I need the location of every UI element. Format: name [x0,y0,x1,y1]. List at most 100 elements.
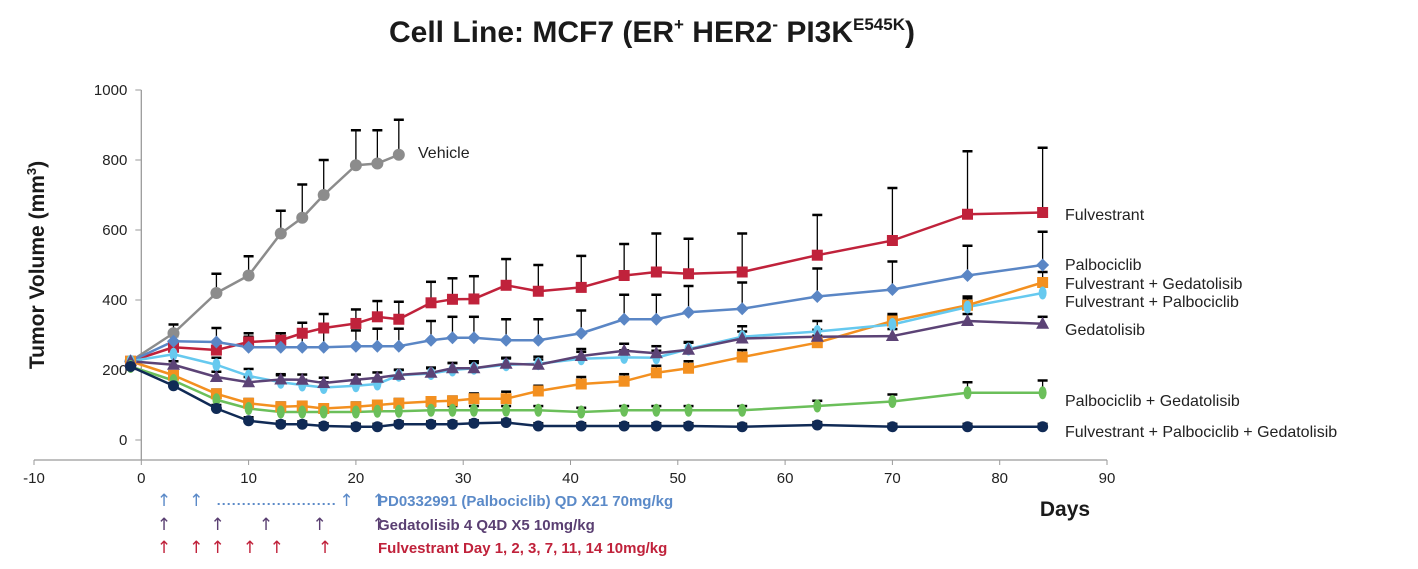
data-point [371,157,384,170]
data-point [427,403,436,417]
data-point [445,361,459,374]
y-tick-label: 200 [102,362,127,379]
data-point [274,227,287,240]
data-point [296,327,308,339]
data-point [1036,258,1050,272]
data-point [446,395,458,407]
data-point [532,285,544,297]
dosing-annotations: ↑ ↑ ↑ ↑PD0332991 (Palbociclib) QD X21 70mg/… [157,491,673,558]
x-tick-label: 70 [884,470,901,487]
data-point [468,293,480,305]
data-point [885,283,899,296]
x-axis-label: Days [1040,498,1090,521]
data-point [534,403,543,417]
data-point [318,420,330,432]
data-point [1037,277,1049,288]
data-point [961,314,975,326]
dose-arrow-icon: ↑ [189,491,203,511]
data-point [275,334,287,346]
data-point [274,372,288,385]
data-point [810,329,824,342]
title-her2: HER2 [684,16,772,49]
data-point [649,346,663,359]
data-point [886,421,898,433]
y-tick-label: 1000 [94,82,127,99]
data-point [370,339,384,353]
data-point [682,342,696,355]
data-point [210,403,222,414]
data-point [394,404,403,418]
data-point [1037,207,1049,218]
data-point [888,395,897,408]
data-point [1037,421,1049,433]
data-point [295,372,309,385]
x-tick-label: 20 [348,470,365,487]
data-point [446,293,458,305]
data-point [499,333,513,347]
data-point [209,335,223,349]
x-tick-label: 10 [240,470,257,487]
x-tick-label: -10 [23,470,45,487]
data-point [962,208,974,220]
data-point [736,351,748,363]
dose-arrow-icon: ↑ [339,491,353,511]
dose-label: PD0332991 (Palbociclib) QD X21 70mg/kg [378,493,673,510]
data-point [317,189,330,201]
data-point [212,393,221,407]
data-point [242,375,256,388]
data-point [499,356,513,369]
title-pi3k: PI3K [778,16,853,49]
x-tick-label: 90 [1099,470,1116,487]
data-point [650,367,662,379]
data-point [319,405,328,419]
title-main: Cell Line: MCF7 (ER [389,16,674,49]
data-point [618,270,630,281]
data-point [244,402,253,415]
series-label: Fulvestrant + Gedatolisib [1065,276,1243,293]
dose-arrow-icon: ↑ [372,491,386,511]
series-line-3 [130,281,1043,410]
data-point [574,326,588,340]
data-point [350,317,362,329]
data-point [425,297,437,309]
series-label: Fulvestrant + Palbociclib + Gedatolisib [1065,424,1337,441]
data-point [650,420,662,432]
data-point [888,318,897,331]
data-point [242,340,256,354]
data-point [349,159,362,172]
data-point [166,357,180,370]
dose-arrow-icon: ↑ [157,515,171,535]
data-point [532,385,544,397]
data-point [275,418,287,430]
data-point [963,386,972,400]
series-label: Gedatolisib [1065,322,1145,339]
data-point [296,418,308,430]
chart-title-text: Cell Line: MCF7 (ER+ HER2- PI3KE545K) [389,15,915,49]
data-point [885,329,899,342]
data-point [650,266,662,278]
data-point [500,417,512,428]
data-point [166,334,180,348]
data-point [531,357,545,370]
data-point [618,420,630,432]
data-point [575,420,587,432]
data-point [424,365,438,378]
series-line-0 [129,153,400,363]
data-point [467,361,481,374]
data-point [373,404,382,418]
data-point [243,415,255,427]
dose-arrow-icon: ↑ [259,515,273,535]
data-point [500,393,512,405]
data-point [962,421,974,433]
data-point [963,300,972,314]
title-sup-mutation: E545K [853,15,906,34]
data-point [392,148,405,161]
x-tick-label: 60 [777,470,794,487]
series-label: Palbociclib + Gedatolisib [1065,393,1240,410]
data-point [370,370,384,383]
dose-arrow-icon: ↑ [211,515,225,535]
y-axis-label-end: ) [26,161,49,168]
series-labels: Vehicle Fulvestrant Palbociclib Fulvestrant… [418,145,1337,441]
data-point [617,343,631,356]
data-point [469,403,478,417]
